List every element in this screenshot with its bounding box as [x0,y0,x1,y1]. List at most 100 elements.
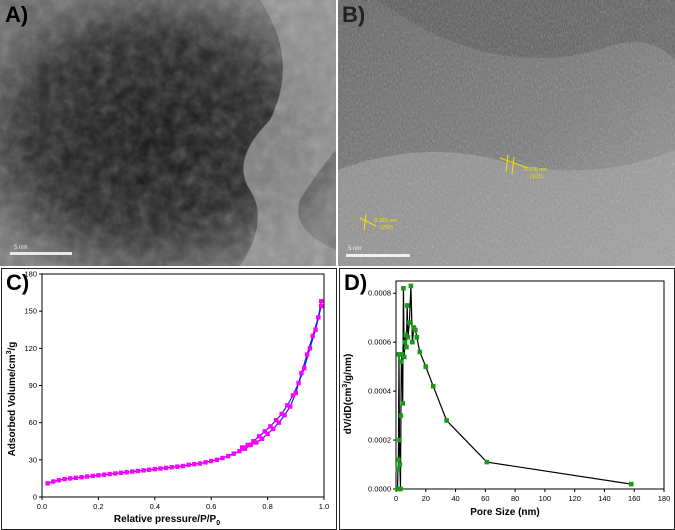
isotherm-y-tick-label: 30 [29,455,37,464]
isotherm-y-tick-label: 60 [29,418,37,427]
desorption-point [251,439,256,444]
pore-size-point [397,437,402,443]
adsorption-point [293,390,298,396]
pore-size-point [413,327,418,333]
adsorption-point [299,370,304,376]
lattice-spacing-1: 0.376 nm [524,167,547,173]
pore-y-tick-label: 0.0002 [368,436,391,445]
adsorption-point [248,442,253,448]
isotherm-x-tick-label: 0.6 [206,502,216,511]
hrtem-image-b: 0.376 nm (101) 0.325 nm (200) 5 nm B) [338,0,675,266]
adsorption-line [47,301,322,484]
panel-label-c: C) [6,270,30,295]
pore-x-tick-label: 120 [568,494,581,503]
pore-size-point [401,286,406,291]
desorption-point [245,442,251,448]
pore-size-point [444,418,449,423]
adsorption-point [79,474,84,480]
pore-plot-frame [395,280,665,490]
pore-size-point [395,467,401,472]
pore-y-tick-label: 0.0008 [368,289,391,298]
pore-size-point [404,303,410,308]
pore-size-point [399,352,405,357]
pore-x-tick-label: 180 [658,494,671,503]
desorption-point [240,445,245,450]
isotherm-y-tick-label: 180 [24,270,37,279]
pore-x-tick-label: 140 [598,494,611,503]
isotherm-x-tick-label: 0.4 [150,502,160,511]
panel-label-b: B) [342,2,366,27]
desorption-point [279,411,284,417]
adsorption-point [135,468,141,474]
scale-bar-a-label: 5 nm [14,245,27,251]
adsorption-point [282,413,287,418]
pore-size-point [414,334,420,340]
isotherm-y-tick-label: 150 [24,307,37,316]
pore-size-point [395,486,400,492]
desorption-point [273,417,279,423]
desorption-line [241,306,322,448]
pore-x-tick-label: 160 [628,494,641,503]
desorption-point [268,424,273,429]
pore-y-tick-label: 0.0006 [368,338,391,347]
adsorption-point [163,465,169,471]
adsorption-point [158,466,163,471]
adsorption-point [45,481,50,486]
pore-size-point [401,354,407,360]
isotherm-x-tick-label: 0.8 [262,502,272,511]
adsorption-point [73,475,79,480]
pore-x-tick-label: 0 [394,494,398,503]
pore-size-point [396,352,402,357]
adsorption-point [141,468,146,473]
hrtem-image-b-graphic: 0.376 nm (101) 0.325 nm (200) 5 nm [338,0,675,266]
adsorption-point [68,476,73,481]
pore-size-point [398,486,403,492]
adsorption-point [51,479,56,484]
lattice-plane-1: (101) [530,174,543,180]
isotherm-y-axis-label: Adsorbed Volume/cm3/g [6,342,18,457]
desorption-point [307,346,313,351]
adsorption-point [271,426,276,432]
isotherm-x-tick-label: 0.0 [37,502,47,511]
pore-size-point [430,383,436,389]
adsorption-point [276,420,282,425]
adsorption-point [130,469,135,474]
scale-bar-b-label: 5 nm [348,246,361,252]
adsorption-point [209,458,214,464]
pore-x-axis-label: Pore Size (nm) [470,507,539,518]
adsorption-point [186,462,191,467]
isotherm-y-tick-label: 90 [29,381,37,390]
adsorption-point [254,440,259,445]
pore-size-point [400,401,405,406]
pore-size-point [411,325,417,330]
desorption-point [318,304,324,309]
adsorption-point [101,472,107,477]
adsorption-point [304,352,310,357]
pore-size-point [417,349,423,355]
pore-x-tick-label: 20 [422,494,430,503]
isotherm-chart-panel: 0.0 0.2 0.4 0.6 0.8 1.0 0 30 60 90 120 150 180 Relat… [1,268,337,530]
adsorption-point [124,470,129,475]
isotherm-x-tick-label: 0.2 [93,502,103,511]
desorption-point [285,403,290,408]
pore-size-point [484,459,490,465]
adsorption-point [56,478,62,483]
pore-size-point [402,339,408,345]
adsorption-point [146,467,152,472]
adsorption-point [96,473,101,478]
desorption-point [290,393,296,398]
adsorption-point [220,455,225,461]
pore-x-tick-label: 60 [481,494,489,503]
adsorption-point [90,473,95,479]
lattice-plane-2: (200) [380,225,393,231]
isotherm-y-tick-label: 120 [24,344,37,353]
desorption-point [256,434,262,439]
isotherm-chart: 0.0 0.2 0.4 0.6 0.8 1.0 0 30 60 90 120 150 180 Relat… [6,270,329,528]
adsorption-point [203,460,208,465]
pore-size-point [399,359,404,365]
pore-x-tick-label: 40 [451,494,459,503]
pore-size-point [405,334,411,340]
adsorption-point [175,464,180,469]
adsorption-point [214,457,220,463]
isotherm-x-axis-label: Relative pressure/P/P0 [114,514,220,527]
